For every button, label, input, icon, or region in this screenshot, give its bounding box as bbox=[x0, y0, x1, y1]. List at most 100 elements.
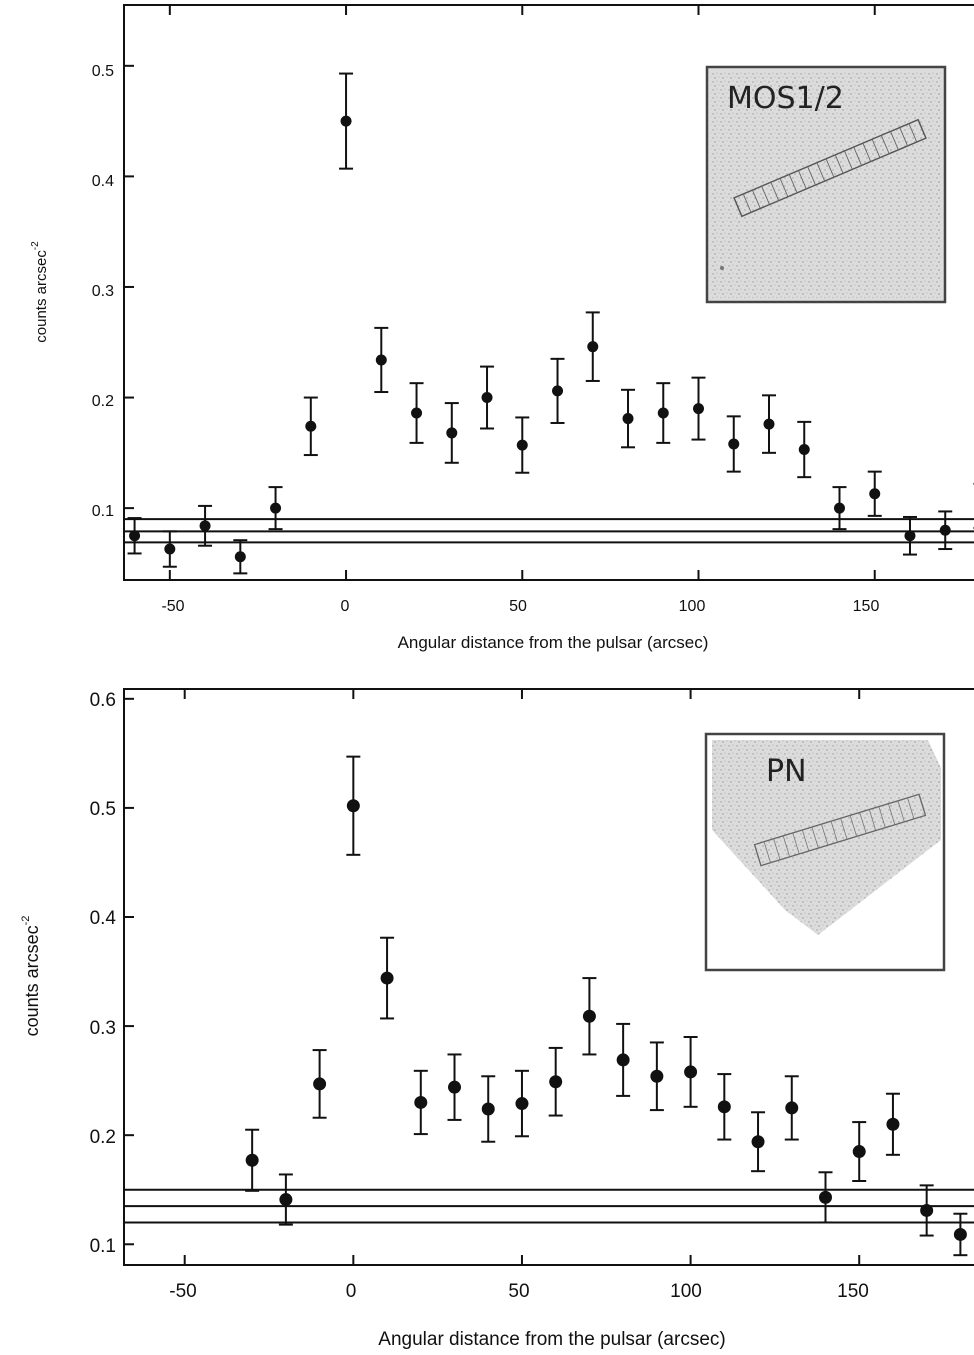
data-point-top bbox=[691, 376, 706, 441]
data-marker bbox=[481, 392, 493, 404]
panel-top: -50 0 50 100 150 0.1 0.2 0.3 0.4 0.5 Ang… bbox=[30, 4, 974, 652]
data-point-top bbox=[585, 311, 600, 382]
y-tick-label-top: 0.1 bbox=[92, 503, 114, 520]
data-marker bbox=[199, 520, 211, 532]
data-marker bbox=[785, 1101, 799, 1115]
data-point-bottom bbox=[447, 1053, 462, 1121]
x-tick-label-bottom: 100 bbox=[670, 1281, 702, 1302]
data-marker bbox=[763, 418, 775, 430]
data-marker bbox=[245, 1153, 259, 1167]
data-point-top bbox=[656, 382, 671, 444]
data-marker bbox=[411, 407, 423, 419]
axis-ticks-top bbox=[124, 5, 876, 580]
x-tick-label-top: 0 bbox=[341, 598, 350, 615]
data-marker bbox=[650, 1069, 664, 1083]
data-point-top bbox=[409, 382, 424, 444]
data-point-bottom bbox=[278, 1173, 293, 1226]
data-point-bottom bbox=[818, 1171, 833, 1224]
data-marker bbox=[657, 407, 669, 419]
data-marker bbox=[446, 427, 458, 439]
inset-label-pn: PN bbox=[766, 754, 807, 789]
panel-bottom: -50 0 50 100 150 0.1 0.2 0.3 0.4 0.5 0.6… bbox=[20, 688, 974, 1350]
data-point-top bbox=[621, 388, 636, 449]
y-tick-label-bottom: 0.6 bbox=[90, 690, 116, 711]
x-tick-label-bottom: 0 bbox=[346, 1281, 357, 1302]
data-point-top bbox=[550, 357, 565, 424]
data-point-bottom bbox=[616, 1022, 631, 1097]
data-point-bottom bbox=[346, 755, 361, 856]
data-point-bottom bbox=[548, 1046, 563, 1117]
data-marker bbox=[270, 502, 282, 514]
data-point-top bbox=[233, 539, 248, 575]
y-tick-label-top: 0.2 bbox=[92, 393, 114, 410]
data-point-bottom bbox=[413, 1069, 428, 1136]
inset-image-mos: MOS1/2 bbox=[705, 65, 947, 304]
data-point-top bbox=[762, 394, 776, 454]
data-marker bbox=[448, 1080, 462, 1094]
data-marker bbox=[798, 444, 810, 456]
y-tick-label-top: 0.3 bbox=[92, 283, 114, 300]
data-point-bottom bbox=[751, 1111, 766, 1173]
data-point-bottom bbox=[481, 1075, 496, 1143]
data-marker bbox=[552, 385, 564, 397]
data-point-top bbox=[127, 517, 142, 555]
data-point-top bbox=[198, 504, 213, 547]
data-point-bottom bbox=[582, 977, 597, 1056]
data-marker bbox=[313, 1077, 327, 1091]
y-tick-label-bottom: 0.1 bbox=[90, 1236, 116, 1257]
x-tick-label-top: -50 bbox=[161, 598, 184, 615]
data-point-top bbox=[303, 396, 318, 457]
data-marker bbox=[587, 341, 599, 353]
data-marker bbox=[582, 1009, 596, 1023]
data-points-bottom bbox=[245, 755, 968, 1257]
data-marker bbox=[616, 1053, 630, 1067]
inset-label-mos: MOS1/2 bbox=[727, 81, 844, 116]
data-point-top bbox=[902, 515, 917, 556]
data-point-top bbox=[867, 470, 882, 517]
data-point-bottom bbox=[683, 1036, 698, 1108]
data-marker bbox=[375, 354, 387, 366]
data-point-bottom bbox=[852, 1121, 867, 1182]
data-point-bottom bbox=[885, 1092, 900, 1156]
y-axis-title-top: counts arcsec-2 bbox=[30, 241, 50, 343]
data-marker bbox=[684, 1065, 698, 1079]
x-tick-label-top: 100 bbox=[679, 598, 706, 615]
svg-text:counts arcsec-2: counts arcsec-2 bbox=[20, 916, 42, 1037]
data-point-bottom bbox=[312, 1049, 327, 1119]
plot-frame-bottom bbox=[123, 688, 974, 1266]
y-tick-label-top: 0.5 bbox=[92, 63, 114, 80]
data-marker bbox=[414, 1095, 428, 1109]
data-marker bbox=[751, 1135, 765, 1149]
data-marker bbox=[833, 502, 845, 514]
data-marker bbox=[516, 439, 528, 451]
data-point-top bbox=[444, 402, 459, 464]
plot-frame-top bbox=[123, 4, 974, 581]
data-marker bbox=[305, 420, 317, 432]
y-tick-label-bottom: 0.4 bbox=[90, 908, 117, 929]
data-marker bbox=[717, 1100, 731, 1114]
data-point-top bbox=[339, 72, 354, 170]
data-point-top bbox=[832, 486, 847, 531]
background-lines-top bbox=[124, 518, 974, 544]
data-marker bbox=[852, 1145, 866, 1159]
data-point-bottom bbox=[953, 1212, 968, 1257]
data-marker bbox=[346, 799, 360, 813]
data-point-top bbox=[797, 420, 812, 479]
data-point-bottom bbox=[514, 1069, 529, 1138]
data-marker bbox=[340, 115, 352, 127]
x-tick-label-top: 50 bbox=[509, 598, 527, 615]
data-point-bottom bbox=[717, 1073, 732, 1141]
data-marker bbox=[164, 543, 176, 555]
data-marker bbox=[728, 438, 740, 450]
y-tick-label-top: 0.4 bbox=[92, 173, 114, 190]
data-marker bbox=[953, 1227, 967, 1241]
data-point-top bbox=[726, 415, 741, 473]
data-marker bbox=[234, 551, 246, 563]
data-marker bbox=[939, 524, 951, 536]
y-tick-label-bottom: 0.5 bbox=[90, 799, 116, 820]
x-axis-title-bottom: Angular distance from the pulsar (arcsec… bbox=[378, 1329, 725, 1350]
data-points-top bbox=[127, 72, 974, 575]
data-point-top bbox=[374, 326, 389, 394]
svg-text:counts arcsec-2: counts arcsec-2 bbox=[30, 241, 50, 343]
